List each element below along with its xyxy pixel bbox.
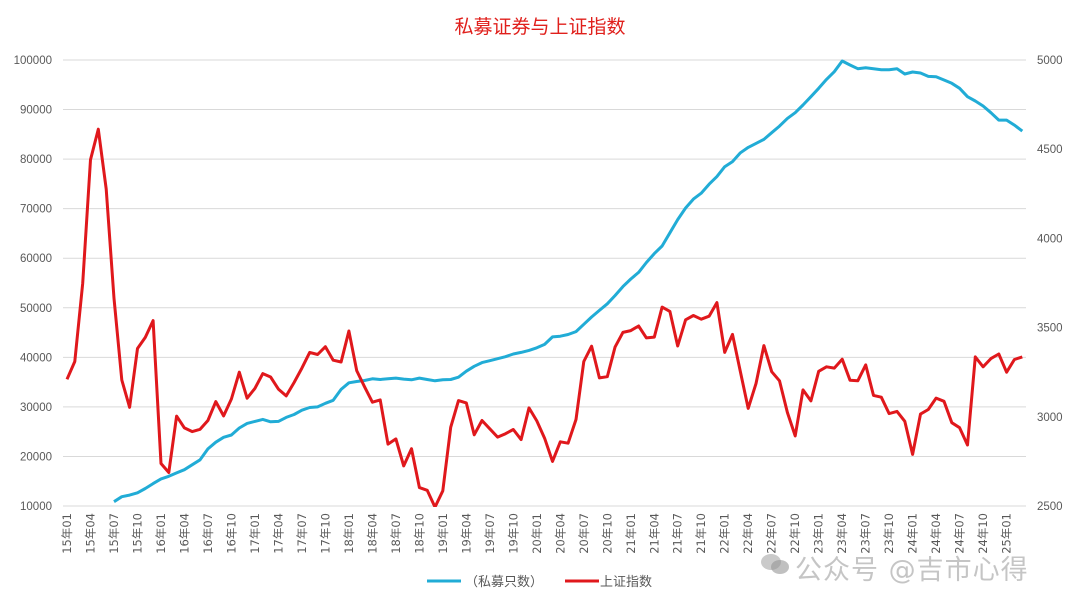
gridlines (63, 59, 1026, 507)
left-axis-tick-label: 40000 (20, 352, 52, 364)
left-axis-tick-label: 60000 (20, 253, 52, 265)
series-lines (65, 59, 1024, 507)
x-axis-tick-label: 18年07 (389, 513, 403, 554)
left-axis-tick-label: 50000 (20, 303, 52, 315)
x-axis-tick-label: 19年04 (459, 513, 473, 554)
x-axis-tick-label: 21年07 (671, 513, 685, 554)
x-axis-tick-label: 22年04 (741, 513, 755, 554)
x-axis-tick-label: 18年01 (342, 513, 356, 554)
left-axis-tick-label: 70000 (20, 204, 52, 216)
x-axis-tick-label: 22年01 (718, 513, 732, 554)
x-axis-tick-label: 16年10 (224, 513, 238, 554)
x-axis-tick-label: 20年10 (600, 513, 614, 554)
x-axis-tick-label: 19年07 (483, 513, 497, 554)
right-axis-tick-label: 2500 (1037, 501, 1063, 513)
watermark: 公众号 @吉市心得 (795, 555, 1029, 586)
x-axis-tick-label: 24年04 (929, 513, 943, 554)
x-axis-tick-label: 22年10 (788, 513, 802, 554)
right-axis-tick-label: 4000 (1037, 233, 1063, 245)
x-axis-tick-label: 23年07 (859, 513, 873, 554)
x-axis-tick-label: 17年04 (271, 513, 285, 554)
right-axis-tick-label: 3500 (1037, 323, 1063, 335)
left-axis-tick-label: 30000 (20, 402, 52, 414)
x-axis-tick-label: 15年10 (130, 513, 144, 554)
x-axis-tick-label: 17年10 (318, 513, 332, 554)
x-axis-tick-label: 15年04 (83, 513, 97, 554)
left-axis-tick-label: 10000 (20, 501, 52, 513)
series-line-1 (65, 127, 1023, 507)
x-axis-tick-label: 25年01 (1000, 513, 1014, 554)
x-axis-tick-label: 20年07 (577, 513, 591, 554)
legend-label-0: （私募只数） (465, 575, 543, 590)
x-axis-tick-label: 19年01 (436, 513, 450, 554)
x-axis-tick-label: 23年10 (882, 513, 896, 554)
x-axis-tick-label: 15年07 (107, 513, 121, 554)
x-axis-tick-label: 16年01 (154, 513, 168, 554)
wechat-icon (761, 554, 789, 574)
legend-label-1: 上证指数 (600, 575, 652, 590)
x-axis-tick-label: 19年10 (506, 513, 520, 554)
x-axis-tick-label: 20年01 (530, 513, 544, 554)
x-axis-tick-label: 18年04 (365, 513, 379, 554)
left-axis-tick-label: 80000 (20, 154, 52, 166)
right-axis-tick-label: 3000 (1037, 412, 1063, 424)
right-axis-ticks: 2500 3000 3500 4000 4500 5000 (1037, 55, 1063, 513)
x-axis-tick-label: 16年07 (201, 513, 215, 554)
left-axis-tick-label: 20000 (20, 451, 52, 463)
right-axis-tick-label: 4500 (1037, 144, 1063, 156)
left-axis-tick-label: 90000 (20, 105, 52, 117)
x-axis-tick-label: 23年04 (835, 513, 849, 554)
x-axis-tick-label: 17年01 (248, 513, 262, 554)
left-axis-ticks: 10000 20000 30000 40000 50000 60000 70000 80000… (14, 55, 52, 513)
chart-title: 私募证券与上证指数 (454, 16, 626, 38)
x-axis-tick-label: 24年07 (953, 513, 967, 554)
legend: （私募只数） 上证指数 (427, 575, 652, 590)
x-axis-tick-label: 24年10 (976, 513, 990, 554)
x-axis-tick-label: 21年01 (624, 513, 638, 554)
right-axis-tick-label: 5000 (1037, 55, 1063, 67)
x-axis-tick-label: 18年10 (412, 513, 426, 554)
x-axis-tick-label: 16年04 (177, 513, 191, 554)
x-axis-tick-label: 15年01 (60, 513, 74, 554)
series-line-0 (113, 59, 1024, 503)
x-axis-tick-label: 20年04 (553, 513, 567, 554)
left-axis-tick-label: 100000 (14, 55, 52, 67)
x-axis-tick-label: 21年10 (694, 513, 708, 554)
x-axis-tick-label: 24年01 (906, 513, 920, 554)
x-axis-tick-label: 17年07 (295, 513, 309, 554)
x-axis-ticks: 15年01 15年04 15年07 15年10 16年01 16年04 16年07 16年10… (60, 513, 1014, 554)
x-axis-tick-label: 23年01 (812, 513, 826, 554)
x-axis-tick-label: 21年04 (647, 513, 661, 554)
x-axis-tick-label: 22年07 (765, 513, 779, 554)
